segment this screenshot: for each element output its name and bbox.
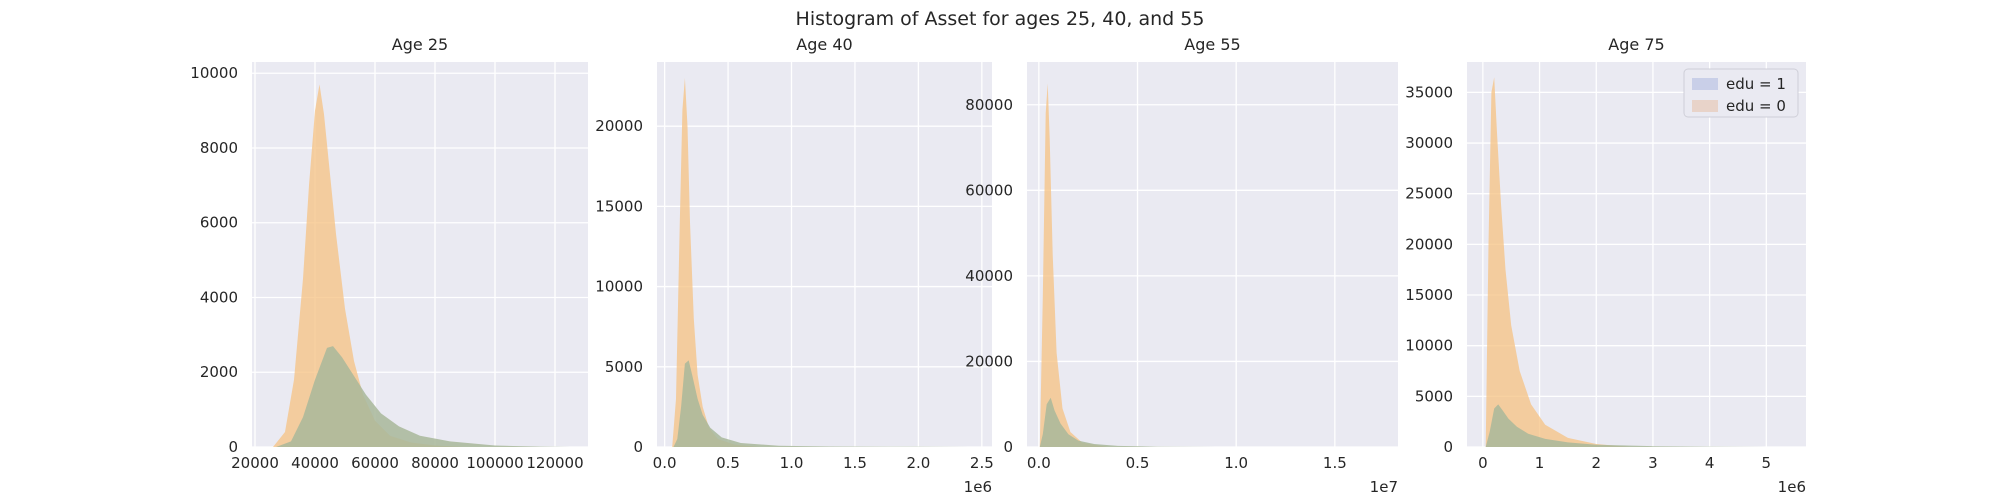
y-tick-label: 20000 <box>965 352 1013 370</box>
plot-area <box>657 62 992 447</box>
x-tick-label: 1.5 <box>843 454 867 472</box>
y-tick-label: 30000 <box>1405 134 1453 152</box>
histogram-area-edu1 <box>1485 404 1767 447</box>
y-tick-label: 2000 <box>200 363 238 381</box>
y-tick-label: 20000 <box>595 117 643 135</box>
legend-swatch <box>1692 100 1718 112</box>
y-tick-label: 6000 <box>200 214 238 232</box>
legend: edu = 1 edu = 0 <box>1683 68 1799 118</box>
x-offset-label: 1e6 <box>1778 478 1806 496</box>
y-tick-label: 5000 <box>1415 387 1453 405</box>
y-tick-label: 0 <box>633 438 643 456</box>
y-tick-label: 4000 <box>200 288 238 306</box>
y-tick-label: 0 <box>1003 438 1013 456</box>
x-tick-label: 1 <box>1535 454 1545 472</box>
x-tick-label: 0.5 <box>1126 454 1150 472</box>
x-tick-label: 0.5 <box>716 454 740 472</box>
y-tick-label: 8000 <box>200 139 238 157</box>
histogram-area-edu1 <box>1039 397 1217 447</box>
x-tick-label: 80000 <box>411 454 459 472</box>
x-tick-label: 1.0 <box>780 454 804 472</box>
histogram-area-edu1 <box>673 360 970 447</box>
x-tick-label: 60000 <box>351 454 399 472</box>
subplot-4: 0 1 2 3 4 5 0 5000 10000 15000 20000 25000 30000 3500… <box>1405 35 1806 496</box>
subplot-title: Age 40 <box>796 35 852 54</box>
histogram-area-edu1 <box>276 346 570 447</box>
x-tick-label: 5 <box>1762 454 1772 472</box>
y-tick-label: 40000 <box>965 267 1013 285</box>
x-tick-label: 1.5 <box>1323 454 1347 472</box>
legend-label: edu = 0 <box>1726 97 1786 115</box>
figure-title: Histogram of Asset for ages 25, 40, and … <box>796 8 1205 30</box>
y-tick-label: 10000 <box>190 64 238 82</box>
subplot-title: Age 25 <box>392 35 448 54</box>
histogram-area-edu0 <box>672 78 760 447</box>
y-tick-label: 35000 <box>1405 83 1453 101</box>
x-tick-label: 2.0 <box>906 454 930 472</box>
histogram-area-edu0 <box>273 84 465 448</box>
x-tick-label: 2 <box>1591 454 1601 472</box>
x-tick-label: 100000 <box>466 454 523 472</box>
x-tick-label: 0.0 <box>1027 454 1051 472</box>
subplot-title: Age 75 <box>1608 35 1664 54</box>
y-tick-label: 5000 <box>605 358 643 376</box>
x-tick-label: 4 <box>1705 454 1715 472</box>
y-tick-label: 60000 <box>965 181 1013 199</box>
subplot-1: 20000 40000 60000 80000 100000 120000 0 2000 400… <box>190 35 588 472</box>
subplots: 20000 40000 60000 80000 100000 12000002000400… <box>190 35 1806 496</box>
subplot-2: 0.0 0.5 1.0 1.5 2.0 2.5 0 5000 10000 15000 20000 Ag… <box>595 35 993 496</box>
y-tick-label: 15000 <box>595 197 643 215</box>
x-tick-label: 1.0 <box>1224 454 1248 472</box>
y-tick-label: 10000 <box>1405 337 1453 355</box>
x-offset-label: 1e6 <box>964 478 992 496</box>
y-tick-label: 20000 <box>1405 235 1453 253</box>
legend-label: edu = 1 <box>1726 75 1786 93</box>
x-tick-label: 120000 <box>526 454 583 472</box>
y-tick-label: 0 <box>228 438 238 456</box>
x-tick-label: 2.5 <box>970 454 994 472</box>
x-tick-label: 0.0 <box>653 454 677 472</box>
x-offset-label: 1e7 <box>1370 478 1398 496</box>
subplot-3: 0.0 0.5 1.0 1.5 0 20000 40000 60000 80000 Age 55 1… <box>965 35 1398 496</box>
y-tick-label: 15000 <box>1405 286 1453 304</box>
y-tick-label: 80000 <box>965 96 1013 114</box>
histogram-area-edu0 <box>1039 83 1108 448</box>
y-tick-label: 25000 <box>1405 185 1453 203</box>
plot-area <box>1027 62 1398 447</box>
y-tick-label: 10000 <box>595 278 643 296</box>
x-tick-label: 0 <box>1478 454 1488 472</box>
legend-swatch <box>1692 78 1718 90</box>
subplot-title: Age 55 <box>1184 35 1240 54</box>
x-tick-label: 3 <box>1648 454 1658 472</box>
x-tick-label: 40000 <box>291 454 339 472</box>
y-tick-label: 0 <box>1443 438 1453 456</box>
x-tick-label: 20000 <box>231 454 279 472</box>
